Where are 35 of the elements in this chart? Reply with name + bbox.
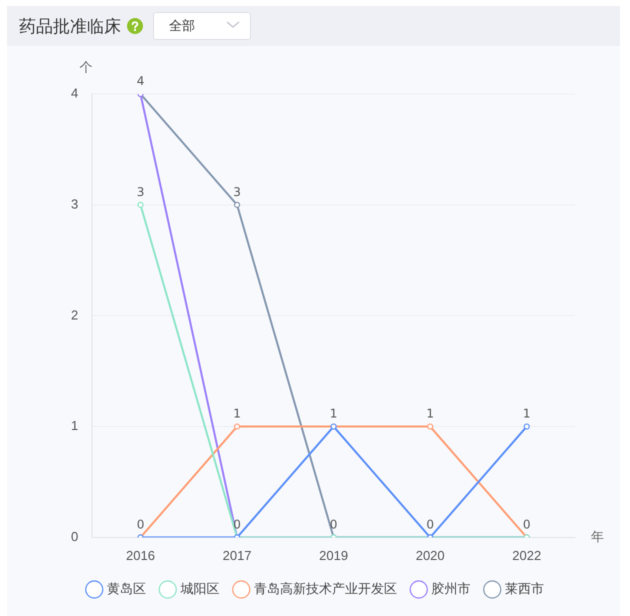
point [234, 202, 240, 208]
data-label: 1 [233, 406, 241, 421]
data-label: 1 [426, 406, 434, 421]
legend-label: 胶州市 [431, 581, 470, 596]
data-label: 0 [426, 518, 434, 532]
dropdown-field: 全部 [153, 12, 251, 40]
point [524, 423, 530, 430]
data-label: 1 [330, 406, 338, 421]
y-tick-label: 1 [70, 418, 78, 434]
legend-label: 青岛高新技术产业开发区 [254, 581, 397, 596]
data-label: 0 [330, 518, 338, 532]
legend-label: 莱西市 [504, 581, 544, 596]
x-tick-label: 2020 [416, 548, 445, 563]
legend-label: 黄岛区 [106, 581, 146, 596]
chart-title: 药品批准临床 [19, 16, 121, 38]
x-axis-title: 年 [591, 530, 604, 545]
x-tick-label: 2022 [512, 548, 542, 563]
data-label: 1 [522, 406, 531, 421]
data-label: 0 [136, 518, 144, 532]
data-label: 3 [136, 184, 144, 199]
y-tick-label: 2 [70, 307, 78, 322]
point [427, 423, 434, 430]
x-tick-label: 2019 [319, 548, 348, 563]
y-axis-title: 个 [80, 60, 93, 76]
data-label: 4 [136, 74, 144, 88]
data-label: 0 [522, 518, 531, 532]
y-tick-label: 4 [70, 86, 78, 101]
x-tick-label: 2017 [222, 548, 252, 563]
legend-label: 城阳区 [179, 581, 220, 596]
point [234, 423, 240, 430]
y-tick-label: 3 [70, 196, 78, 212]
x-tick-label: 2016 [126, 548, 155, 563]
data-label: 3 [233, 184, 241, 199]
point [137, 202, 144, 208]
y-tick-label: 0 [70, 528, 78, 544]
